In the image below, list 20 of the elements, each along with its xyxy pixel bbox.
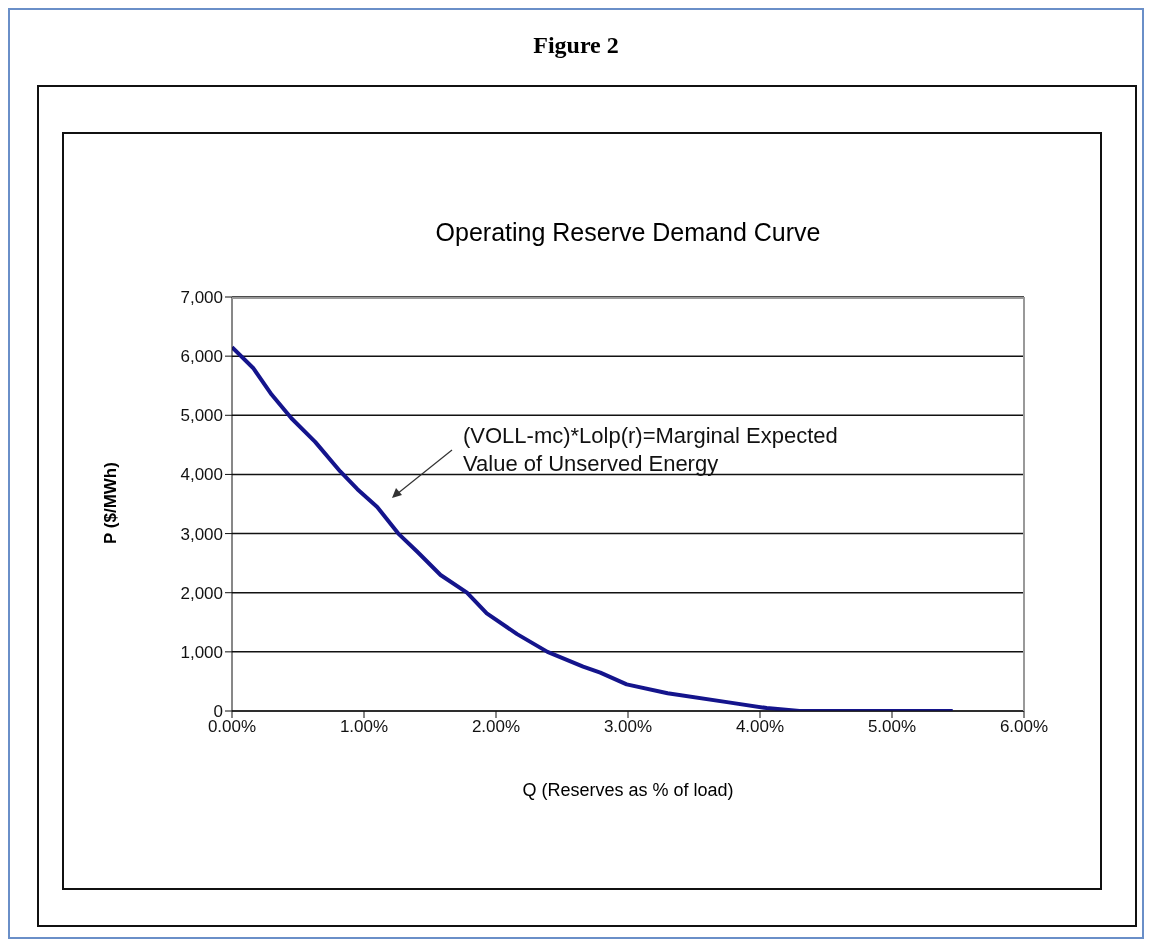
x-tick-label: 4.00% — [735, 717, 785, 737]
chart-subtitle: Operating Reserve Demand Curve — [434, 218, 822, 247]
line-series — [232, 345, 955, 711]
y-tick-label: 7,000 — [180, 288, 223, 308]
y-tick-label: 2,000 — [180, 583, 223, 603]
y-tick-label: 5,000 — [180, 406, 223, 426]
annotation: (VOLL-mc)*Lolp(r)=Marginal Expected Value of Unserved Energy — [463, 422, 838, 478]
x-tick-label: 3.00% — [603, 717, 653, 737]
x-tick-label: 2.00% — [471, 717, 521, 737]
chart-title: Figure 2 — [532, 32, 620, 59]
y-axis-title: P ($/MWh) — [101, 462, 121, 544]
x-tick-label: 0.00% — [207, 717, 257, 737]
x-tick-label: 6.00% — [999, 717, 1049, 737]
x-tick-label: 1.00% — [339, 717, 389, 737]
y-tick-label: 4,000 — [180, 465, 223, 485]
y-tick-label: 3,000 — [180, 524, 223, 544]
y-tick-label: 6,000 — [180, 347, 223, 367]
x-tick-label: 5.00% — [867, 717, 917, 737]
y-tick-label: 1,000 — [180, 642, 223, 662]
x-axis-title: Q (Reserves as % of load) — [521, 780, 735, 801]
